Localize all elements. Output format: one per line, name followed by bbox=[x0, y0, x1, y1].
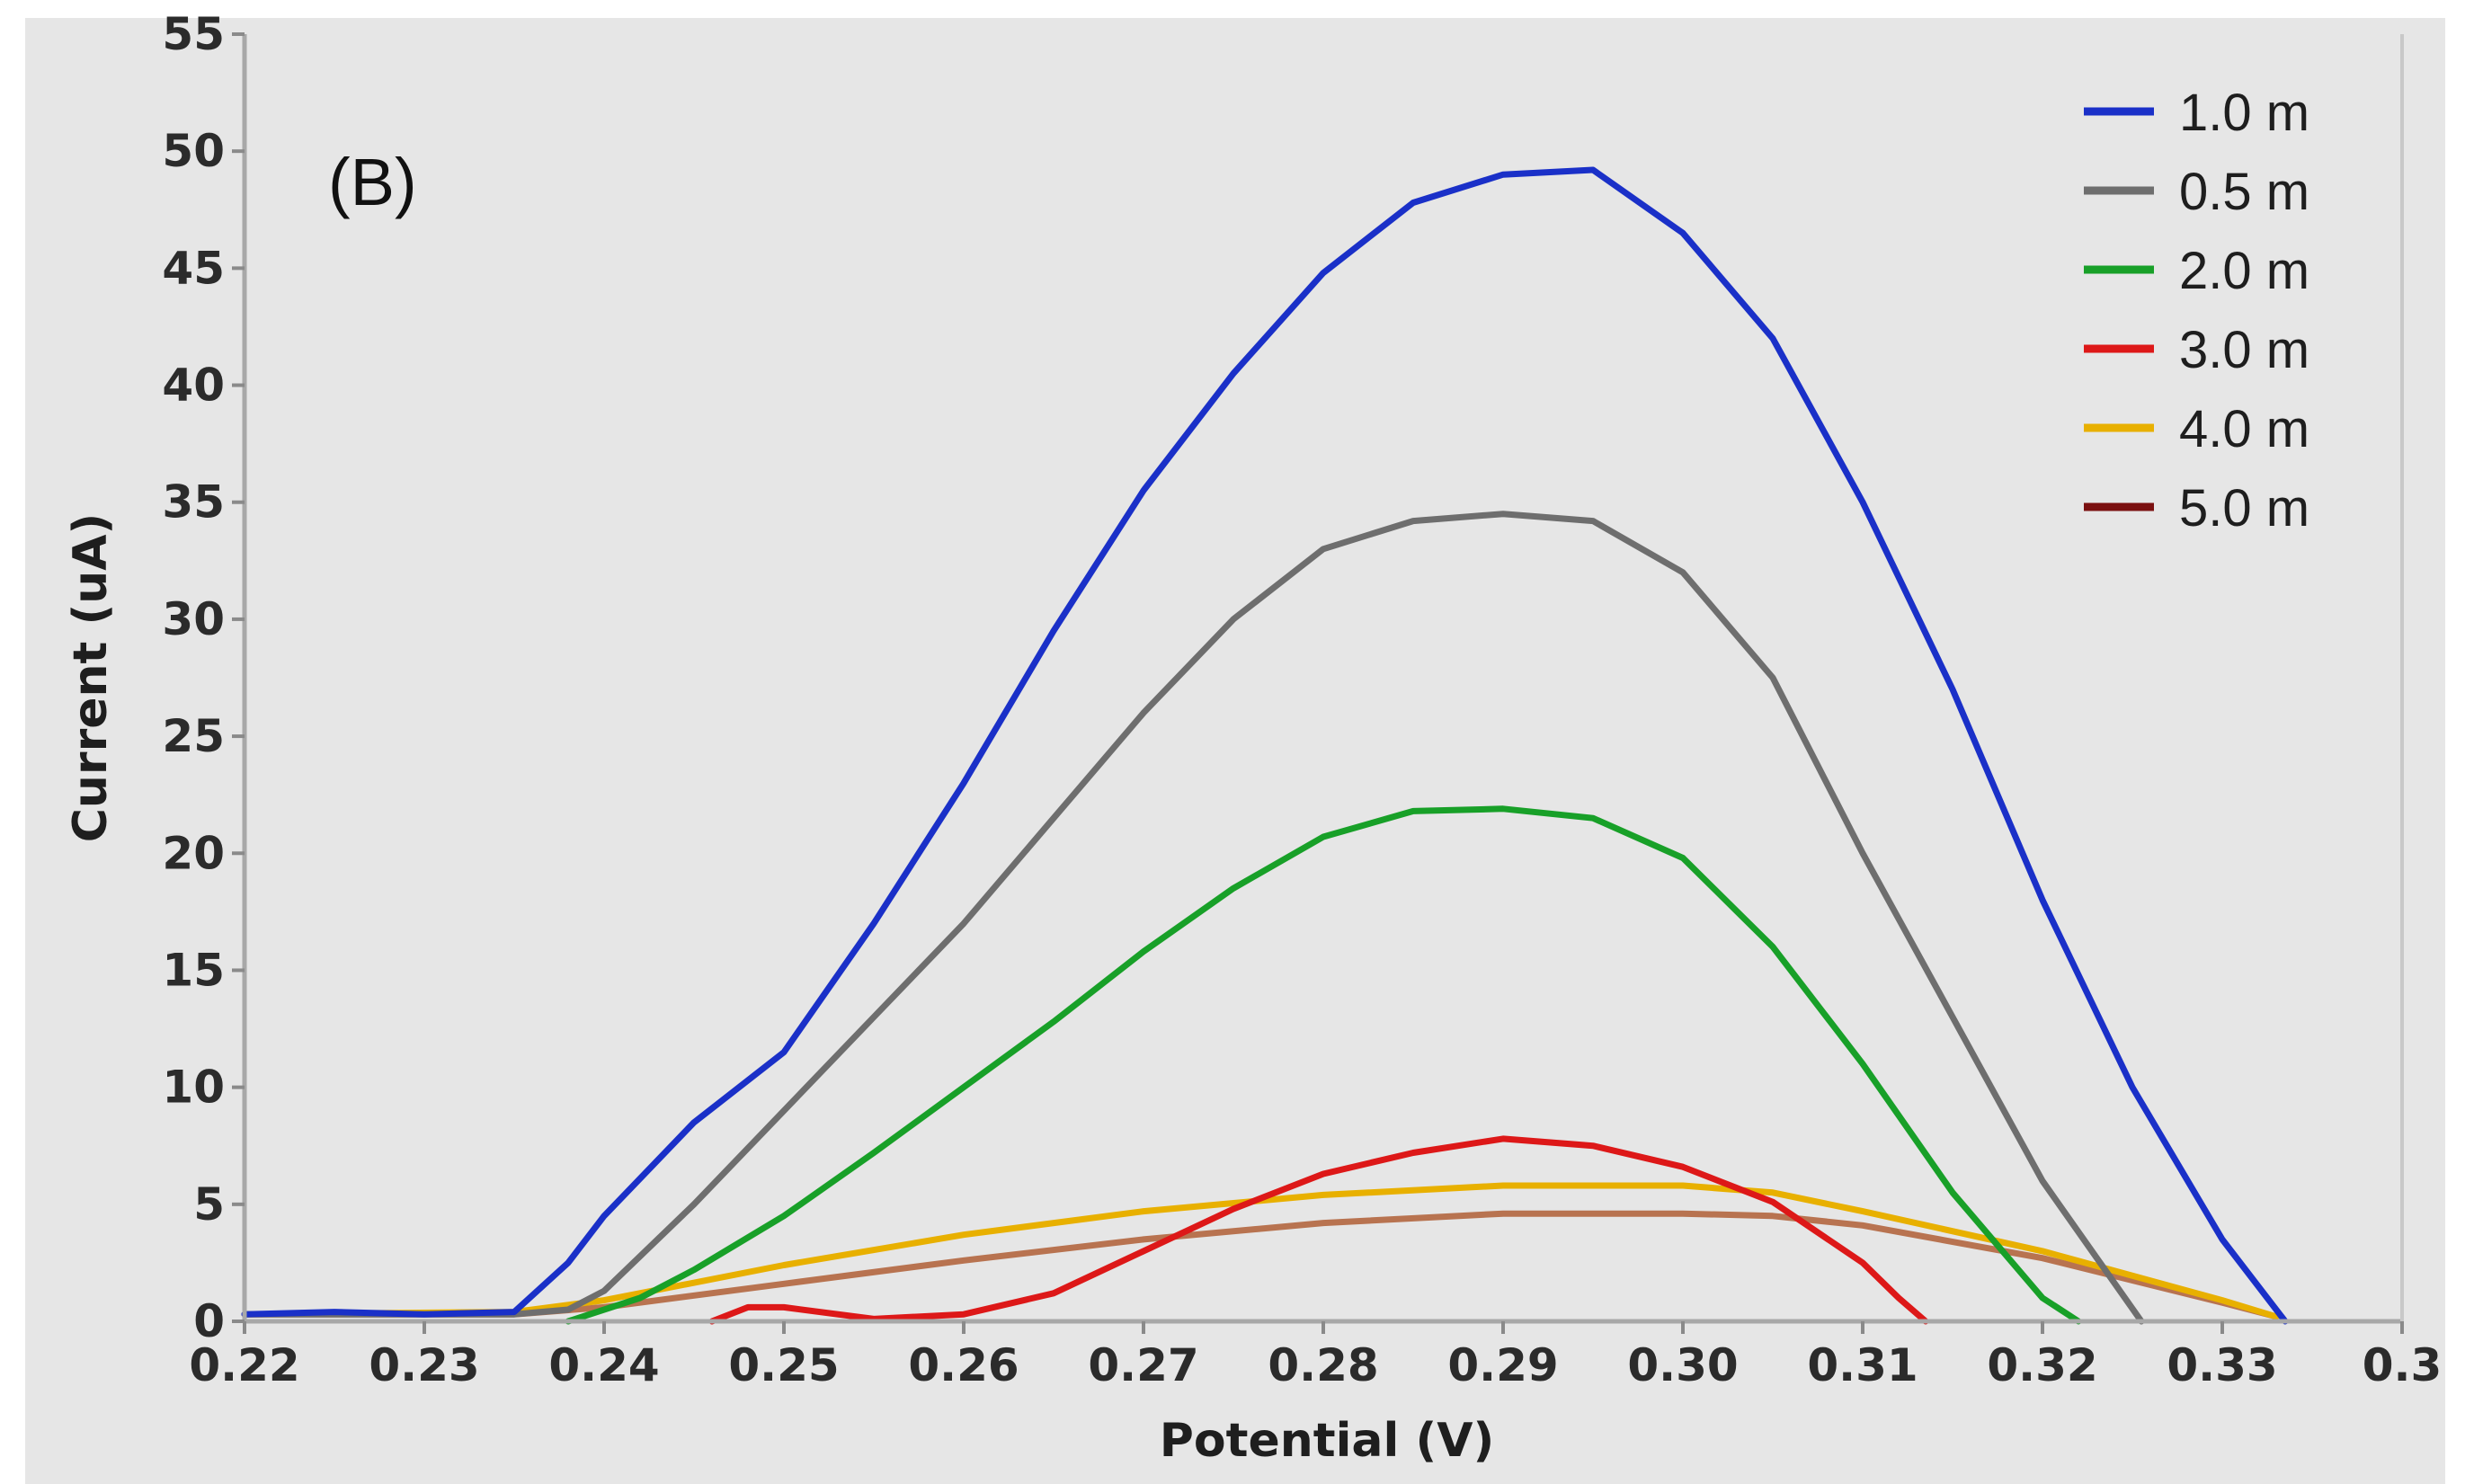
y-tick-label: 0 bbox=[193, 1295, 225, 1347]
x-tick-label: 0.32 bbox=[1987, 1339, 2097, 1391]
x-tick-label: 0.25 bbox=[728, 1339, 839, 1391]
series-line-5 bbox=[241, 166, 2289, 1325]
y-tick-label: 55 bbox=[162, 8, 225, 60]
legend-label: 1.0 m bbox=[2179, 84, 2309, 142]
x-ticks: 0.22 0.23 0.24 0.25 0.26 0.27 0.28 0.29 0.30 0.31… bbox=[189, 1321, 2442, 1391]
x-tick-label: 0.23 bbox=[369, 1339, 479, 1391]
y-tick-label: 15 bbox=[162, 944, 225, 996]
y-tick-label: 20 bbox=[162, 827, 225, 879]
y-tick-label: 45 bbox=[162, 242, 225, 294]
series-line-2 bbox=[708, 1135, 1929, 1325]
y-axis-title: Current (uA) bbox=[64, 513, 118, 843]
legend-label: 2.0 m bbox=[2179, 242, 2309, 300]
x-tick-label: 0.3 bbox=[2363, 1339, 2443, 1391]
y-tick-label: 30 bbox=[162, 593, 225, 645]
series-line-0 bbox=[241, 1210, 2280, 1320]
y-tick-label: 35 bbox=[162, 476, 225, 529]
x-tick-label: 0.29 bbox=[1447, 1339, 1558, 1391]
chart-background bbox=[25, 18, 2445, 1484]
x-tick-label: 0.31 bbox=[1807, 1339, 1918, 1391]
y-tick-label: 5 bbox=[193, 1178, 225, 1231]
y-tick-label: 10 bbox=[162, 1062, 225, 1114]
series-line-4 bbox=[241, 511, 2145, 1325]
legend: 1.0 m 0.5 m 2.0 m 3.0 m 4.0 m 5.0 m bbox=[2084, 84, 2309, 538]
x-axis-title: Potential (V) bbox=[1160, 1414, 1494, 1468]
panel-label: (B) bbox=[328, 145, 417, 219]
x-tick-label: 0.28 bbox=[1268, 1339, 1378, 1391]
y-tick-label: 40 bbox=[162, 360, 225, 412]
x-tick-label: 0.27 bbox=[1088, 1339, 1198, 1391]
y-ticks: 0 5 10 15 20 25 30 35 40 45 50 55 bbox=[162, 8, 245, 1347]
series-line-3 bbox=[565, 805, 2082, 1325]
legend-label: 0.5 m bbox=[2179, 163, 2309, 221]
legend-label: 5.0 m bbox=[2179, 479, 2309, 538]
x-tick-label: 0.33 bbox=[2167, 1339, 2277, 1391]
x-tick-label: 0.24 bbox=[548, 1339, 659, 1391]
x-tick-label: 0.30 bbox=[1627, 1339, 1738, 1391]
legend-label: 3.0 m bbox=[2179, 321, 2309, 379]
x-tick-label: 0.26 bbox=[908, 1339, 1019, 1391]
x-tick-label: 0.22 bbox=[189, 1339, 299, 1391]
series-layer bbox=[241, 166, 2289, 1325]
legend-label: 4.0 m bbox=[2179, 400, 2309, 458]
y-tick-label: 25 bbox=[162, 710, 225, 762]
series-line-1 bbox=[241, 1182, 2280, 1320]
y-tick-label: 50 bbox=[162, 125, 225, 177]
